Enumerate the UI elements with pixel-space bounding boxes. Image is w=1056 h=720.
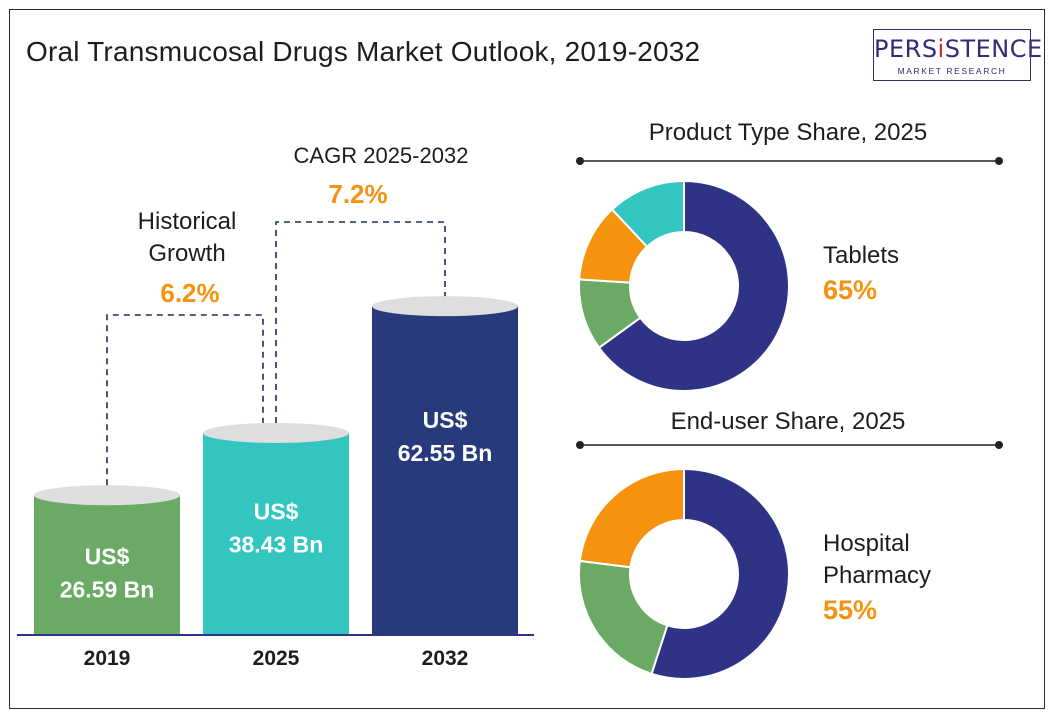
product-type-highlight-value: 65% bbox=[823, 275, 877, 305]
x-tick-2025: 2025 bbox=[253, 647, 300, 670]
end-user-highlight-value: 55% bbox=[823, 595, 877, 625]
chart-frame bbox=[9, 9, 1045, 709]
end-user-slice-3 bbox=[578, 467, 685, 569]
persistence-logo: PERSiSTENCE MARKET RESEARCH bbox=[873, 29, 1042, 81]
product-type-highlight-label: Tablets bbox=[823, 242, 899, 269]
bar-label-value-2032: 62.55 Bn bbox=[398, 440, 493, 466]
chart-title: Oral Transmucosal Drugs Market Outlook, … bbox=[26, 36, 701, 67]
bar-label-currency-2032: US$ bbox=[423, 407, 468, 433]
x-tick-2019: 2019 bbox=[84, 647, 131, 670]
end-user-slice-2 bbox=[578, 559, 669, 676]
cagr-connector bbox=[275, 221, 446, 423]
product-type-separator-dot-right bbox=[995, 157, 1003, 165]
bar-cap-2025 bbox=[203, 422, 349, 443]
bar-label-value-2019: 26.59 Bn bbox=[60, 576, 155, 602]
end-user-title: End-user Share, 2025 bbox=[671, 408, 906, 435]
bar-cap-2019 bbox=[34, 485, 180, 506]
end-user-slice-1 bbox=[650, 467, 790, 680]
end-user-separator-dot-right bbox=[995, 441, 1003, 449]
bar-2025 bbox=[203, 432, 349, 635]
bar-label-currency-2019: US$ bbox=[85, 543, 130, 569]
x-tick-2032: 2032 bbox=[422, 647, 469, 670]
historical-growth-value: 6.2% bbox=[160, 278, 219, 308]
bar-2019 bbox=[34, 495, 180, 635]
historical-growth-label-line1: Historical bbox=[138, 208, 237, 235]
product-type-slice-1 bbox=[597, 179, 790, 392]
logo-brand-accent: i bbox=[937, 35, 945, 63]
cagr-label: CAGR 2025-2032 bbox=[294, 143, 469, 168]
logo-subtitle: MARKET RESEARCH bbox=[897, 66, 1007, 76]
end-user-separator-dot-left bbox=[576, 441, 584, 449]
historical-growth-label-line2: Growth bbox=[148, 240, 225, 267]
bar-2032 bbox=[372, 306, 518, 635]
bar-label-currency-2025: US$ bbox=[254, 499, 299, 525]
product-type-slice-4 bbox=[610, 179, 685, 249]
product-type-separator-dot-left bbox=[576, 157, 584, 165]
end-user-highlight-label-line2: Pharmacy bbox=[823, 562, 931, 589]
cagr-value: 7.2% bbox=[328, 179, 387, 209]
bar-cap-2032 bbox=[372, 296, 518, 317]
end-user-highlight-label-line1: Hospital bbox=[823, 530, 910, 557]
logo-brand-pre: PERS bbox=[874, 35, 938, 63]
logo-brand: PERSiSTENCE bbox=[874, 35, 1042, 63]
bar-label-value-2025: 38.43 Bn bbox=[229, 532, 324, 558]
logo-brand-post: STENCE bbox=[944, 35, 1043, 63]
product-type-title: Product Type Share, 2025 bbox=[649, 119, 927, 146]
